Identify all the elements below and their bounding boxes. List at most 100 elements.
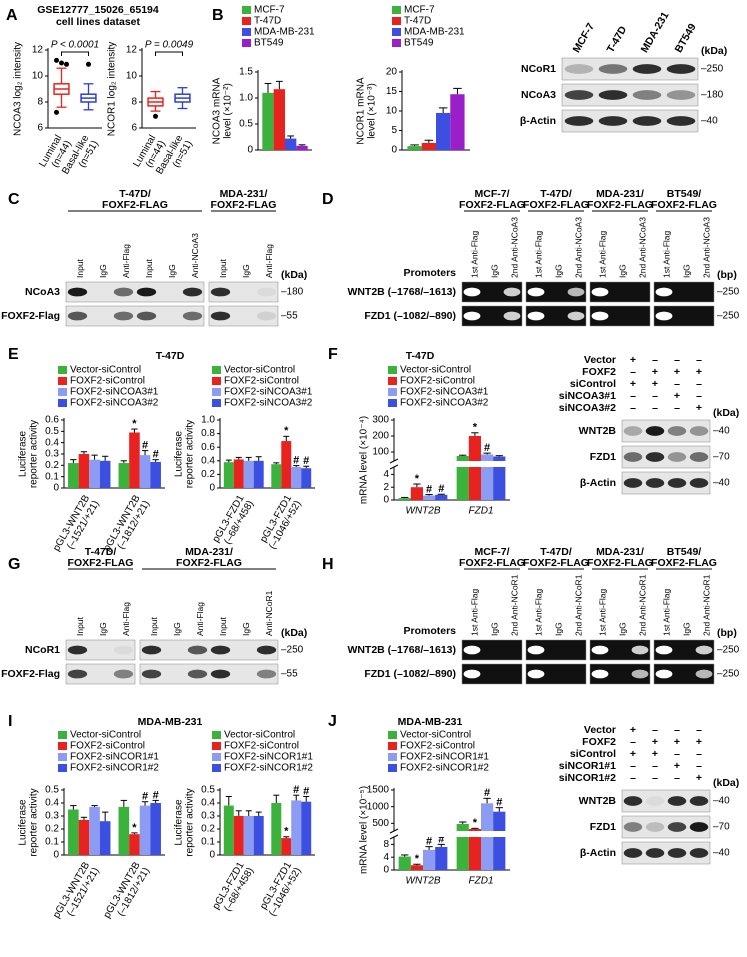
condition-sign: – — [696, 378, 702, 390]
legend-swatch — [212, 764, 221, 772]
bar — [285, 138, 297, 150]
corner-label: Promoters — [403, 625, 456, 637]
group-label: BT549/ — [667, 188, 702, 200]
band — [632, 90, 662, 100]
size-marker: –55 — [281, 669, 298, 680]
y-tick-label: 1000 — [367, 801, 390, 812]
y-tick-label: 0.3 — [45, 811, 59, 822]
band — [689, 478, 709, 488]
bar — [99, 821, 111, 855]
band — [667, 478, 687, 488]
lane-label: Input — [75, 616, 85, 636]
y-tick-label: 0.2 — [45, 824, 59, 835]
size-marker: –40 — [713, 426, 730, 437]
y-tick-label: 0.5 — [239, 119, 253, 130]
band — [666, 116, 696, 126]
chart-title: T-47D — [156, 350, 185, 362]
bar — [150, 803, 161, 855]
group-label: FOXF2-FLAG — [523, 199, 589, 211]
group-label: FOXF2-FLAG — [523, 557, 589, 569]
band — [645, 452, 665, 462]
legend-label: MDA-MB-231 — [254, 27, 315, 38]
band — [689, 452, 709, 462]
size-marker: –250 — [701, 64, 724, 75]
bar — [243, 816, 254, 855]
unit-label: (kDa) — [281, 269, 307, 281]
condition-sign: + — [630, 748, 636, 760]
group-label: FOXF2-FLAG — [651, 557, 717, 569]
gel-strip — [589, 281, 651, 303]
y-tick-label: 0.6 — [201, 442, 215, 453]
y-tick-label: 4 — [383, 469, 389, 480]
band — [113, 645, 134, 655]
band — [256, 287, 277, 297]
band — [463, 311, 481, 321]
corner-label: Promoters — [403, 267, 456, 279]
lane-label: Input — [218, 616, 228, 636]
legend-label: Vector-siControl — [400, 730, 471, 741]
y-tick-label: 10 — [32, 71, 44, 82]
y-tick-label: 300 — [372, 415, 389, 426]
gel-strip — [525, 281, 587, 303]
size-marker: –55 — [281, 311, 298, 322]
lane-label: 1st Anti-Flag — [661, 230, 671, 278]
bar — [243, 460, 254, 488]
band — [631, 645, 649, 655]
bar — [493, 811, 506, 870]
y-tick-label: 200 — [372, 431, 389, 442]
band — [591, 287, 609, 297]
bar — [468, 436, 481, 500]
condition-label: siNCOA3#1 — [559, 390, 616, 402]
bar — [89, 459, 100, 488]
y-axis-label: reporter activity — [29, 420, 40, 488]
condition-label: FOXF2 — [582, 366, 616, 378]
legend-label: FOXF2-siNCOR1#2 — [70, 763, 159, 774]
panel-label: J — [328, 713, 337, 730]
condition-sign: – — [630, 772, 636, 784]
legend-swatch — [212, 399, 221, 407]
panel-label: D — [322, 191, 334, 208]
band — [210, 669, 231, 679]
x-tick-label: WNT2B — [406, 506, 441, 517]
y-tick-label: 0 — [383, 495, 389, 506]
bar — [129, 432, 140, 488]
group-label: MDA-231/ — [596, 546, 644, 558]
lane-label: 2nd Anti-NCoA3 — [509, 217, 519, 278]
bar — [436, 112, 451, 150]
condition-label: Vector — [584, 354, 616, 366]
row-label: FZD1 — [590, 451, 616, 463]
size-marker: –250 — [717, 311, 740, 322]
band — [141, 669, 162, 679]
band — [256, 669, 277, 679]
group-label: T-47D/ — [540, 188, 572, 200]
legend-swatch — [388, 731, 397, 739]
legend-label: BT549 — [254, 38, 284, 49]
bar — [253, 816, 264, 855]
size-marker: –70 — [713, 452, 730, 463]
legend-swatch — [58, 764, 67, 772]
gel-strip — [461, 305, 523, 327]
lane-label: Input — [149, 616, 159, 636]
band — [256, 311, 277, 321]
y-tick-label: 1.0 — [201, 415, 215, 426]
lane-label: IgG — [167, 264, 177, 278]
y-tick-label: 0 — [383, 865, 389, 876]
blot-strip — [621, 815, 711, 839]
chart-title: MDA-MB-231 — [138, 716, 203, 728]
size-marker: –70 — [713, 822, 730, 833]
size-marker: –40 — [713, 478, 730, 489]
bar — [450, 94, 465, 150]
legend-label: FOXF2-siNCOR1#2 — [400, 763, 489, 774]
x-tick-label: FZD1 — [469, 506, 494, 517]
chart-title: MDA-MB-231 — [398, 716, 463, 728]
lane-label: IgG — [617, 264, 627, 278]
row-label: β-Actin — [580, 847, 616, 859]
gel-strip — [525, 663, 587, 685]
bar — [233, 459, 244, 488]
significance-mark: * — [473, 817, 478, 829]
unit-label: (kDa) — [713, 407, 739, 419]
band — [598, 64, 628, 74]
legend-label: Vector-siControl — [70, 730, 141, 741]
y-tick-label: 0.2 — [201, 469, 215, 480]
legend-swatch — [58, 731, 67, 739]
